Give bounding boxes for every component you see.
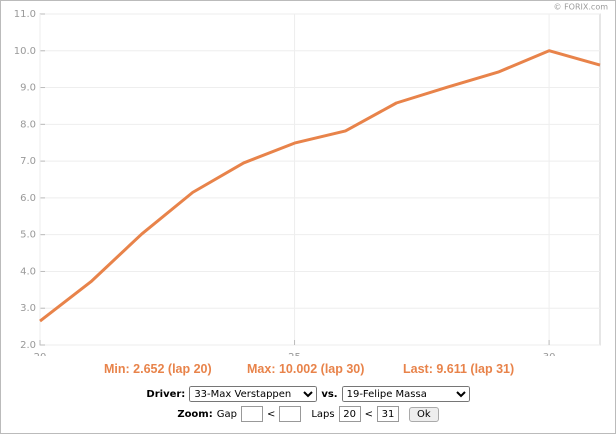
lt: < <box>266 408 276 420</box>
gap-label: Gap <box>216 408 237 420</box>
x-tick-label: 30 <box>543 352 556 356</box>
driver-select[interactable]: 33-Max Verstappen <box>189 386 318 402</box>
laps-from[interactable]: 20 <box>338 406 361 422</box>
y-tick-label: 2.0 <box>20 340 36 351</box>
driver-row: Driver: 33-Max Verstappen vs. 19-Felipe … <box>1 386 615 402</box>
min-label: Min: 2.652 (lap 20) <box>104 362 212 376</box>
ok-button[interactable]: Ok <box>409 406 439 422</box>
x-tick-label: 25 <box>288 352 301 356</box>
laps-label: Laps <box>311 408 335 420</box>
gap-from[interactable] <box>240 406 263 422</box>
y-tick-label: 11.0 <box>14 9 36 20</box>
y-tick-label: 7.0 <box>20 156 36 167</box>
credit: © FORIX.com <box>554 3 609 12</box>
driver-label: Driver: <box>146 388 186 400</box>
y-tick-label: 10.0 <box>14 46 36 57</box>
chart: 2.0 3.0 4.0 5.0 6.0 7.0 8.0 9.0 10.0 11.0 20 25 30 © … <box>14 3 609 357</box>
vs-label: vs. <box>321 388 338 400</box>
laps-to[interactable]: 31 <box>377 406 400 422</box>
x-tick-label: 20 <box>34 352 47 356</box>
max-label: Max: 10.002 (lap 30) <box>247 362 365 376</box>
line <box>39 49 601 323</box>
opponent-select[interactable]: 19-Felipe Massa <box>341 386 470 402</box>
y-tick-label: 5.0 <box>20 230 36 241</box>
zoom-row: Zoom: Gap < Laps 20 < 31 Ok <box>1 406 615 422</box>
y-tick-label: 3.0 <box>20 303 36 314</box>
zoom-label: Zoom: <box>177 408 213 420</box>
y-tick-label: 4.0 <box>20 266 36 277</box>
lt: < <box>364 408 374 420</box>
gap-to[interactable] <box>279 406 302 422</box>
last-label: Last: 9.611 (lap 31) <box>403 362 515 376</box>
y-tick-label: 6.0 <box>20 193 36 204</box>
y-tick-label: 9.0 <box>20 83 36 94</box>
y-tick-label: 8.0 <box>20 119 36 130</box>
